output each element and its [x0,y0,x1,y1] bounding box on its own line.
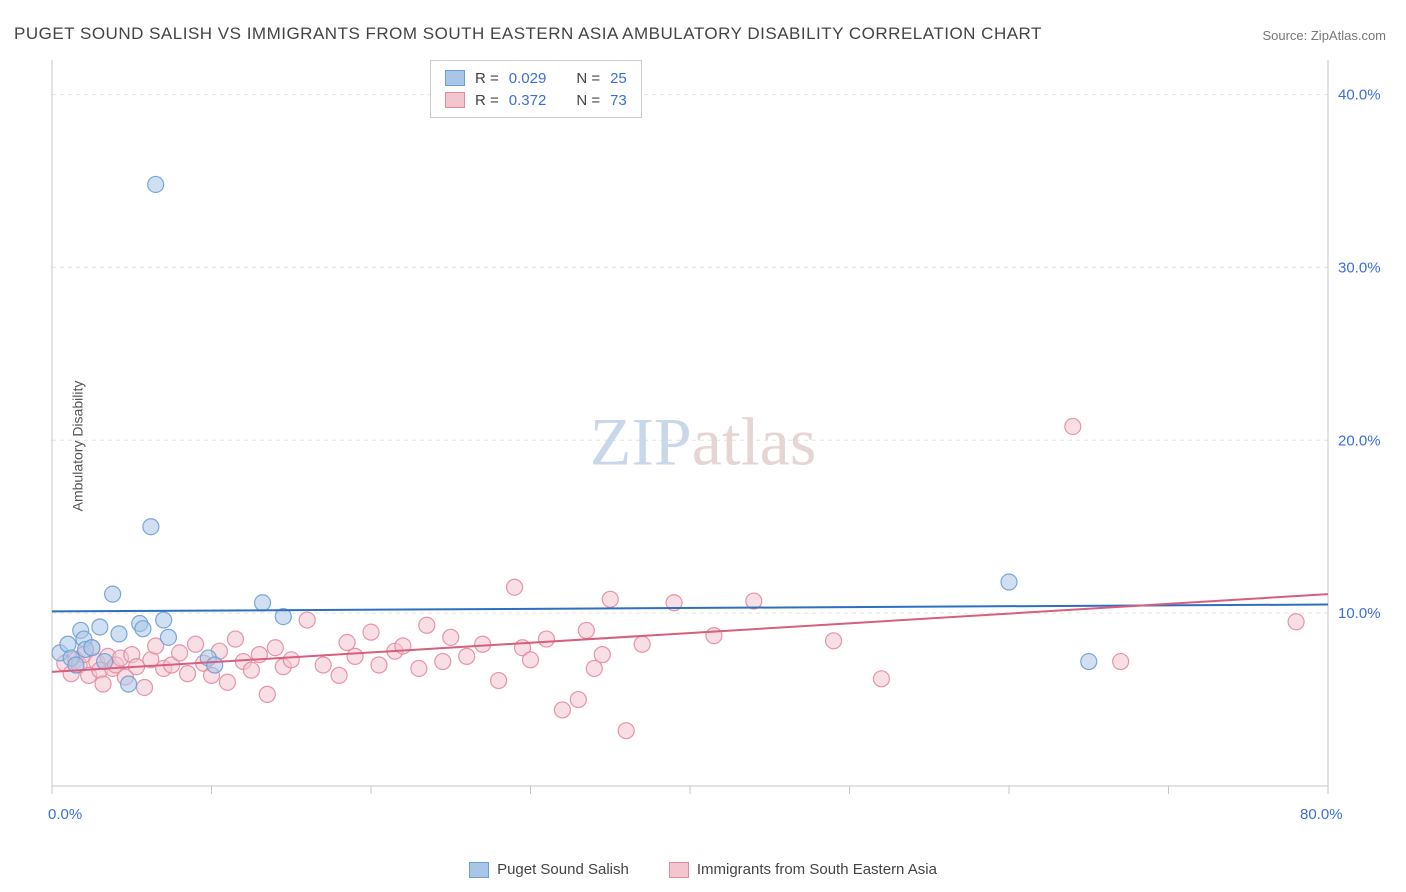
n-label: N = [576,70,600,87]
svg-text:10.0%: 10.0% [1338,605,1381,622]
n-value-1: 73 [610,92,627,109]
r-label: R = [475,92,499,109]
legend-swatch-b1 [669,862,689,878]
series-legend: Puget Sound Salish Immigrants from South… [0,861,1406,878]
n-label: N = [576,92,600,109]
legend-label-0: Puget Sound Salish [497,861,629,878]
r-value-0: 0.029 [509,70,547,87]
correlation-legend: R = 0.029 N = 25 R = 0.372 N = 73 [430,60,642,118]
x-axis-max-label: 80.0% [1300,806,1343,823]
r-value-1: 0.372 [509,92,547,109]
n-value-0: 25 [610,70,627,87]
legend-label-1: Immigrants from South Eastern Asia [697,861,937,878]
svg-text:30.0%: 30.0% [1338,259,1381,276]
plot-svg: 10.0% 20.0% 30.0% 40.0% [46,56,1386,816]
legend-row-1: R = 0.372 N = 73 [445,89,627,111]
x-axis-min-label: 0.0% [48,806,82,823]
legend-item-1: Immigrants from South Eastern Asia [669,861,937,878]
legend-swatch-b0 [469,862,489,878]
chart-source: Source: ZipAtlas.com [1262,28,1386,43]
legend-swatch-1 [445,92,465,108]
r-label: R = [475,70,499,87]
legend-swatch-0 [445,70,465,86]
legend-item-0: Puget Sound Salish [469,861,629,878]
legend-row-0: R = 0.029 N = 25 [445,67,627,89]
scatter-plot: 10.0% 20.0% 30.0% 40.0% [46,56,1386,816]
chart-title: PUGET SOUND SALISH VS IMMIGRANTS FROM SO… [14,24,1042,44]
svg-text:40.0%: 40.0% [1338,87,1381,104]
svg-text:20.0%: 20.0% [1338,432,1381,449]
